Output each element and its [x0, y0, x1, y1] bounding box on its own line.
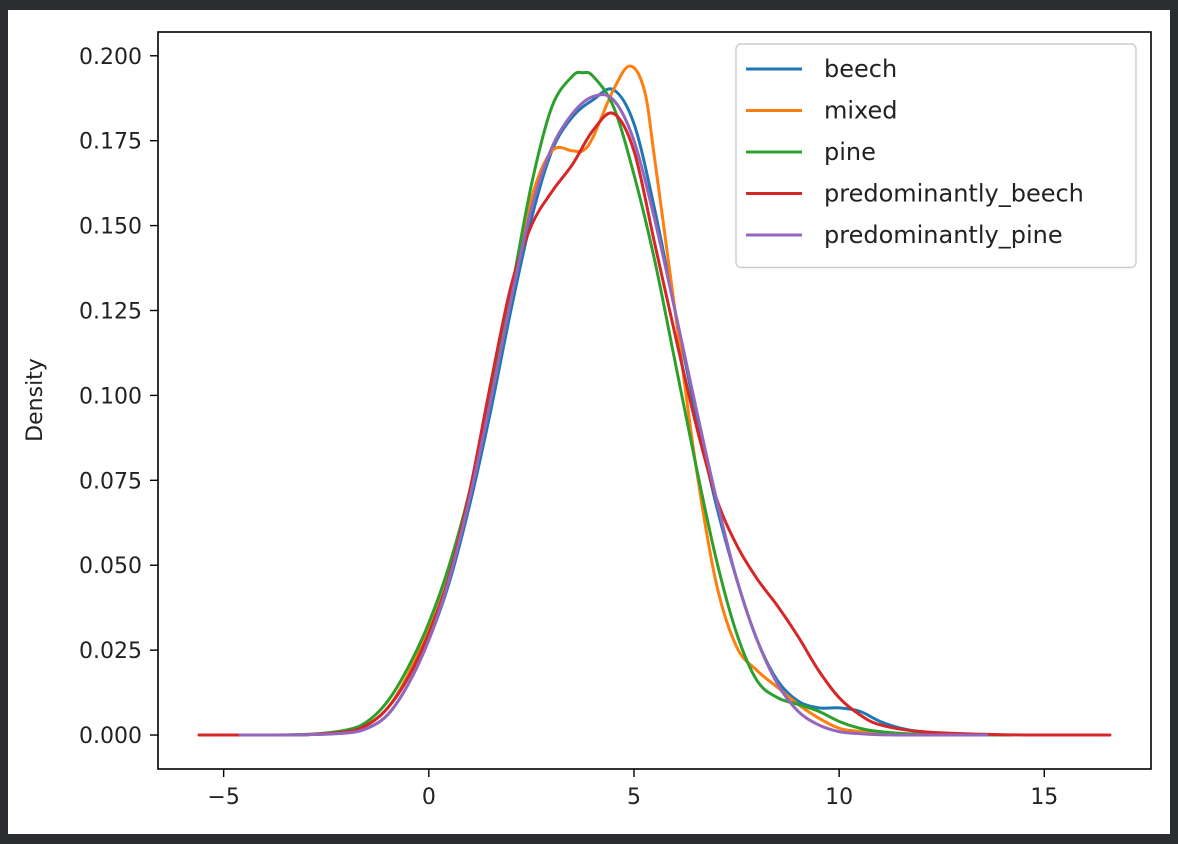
- x-tick-label: 15: [1030, 785, 1058, 810]
- x-tick-label: 10: [825, 785, 853, 810]
- y-tick-label: 0.100: [79, 384, 142, 409]
- x-tick-label: 5: [627, 785, 641, 810]
- y-axis-label: Density: [23, 358, 48, 442]
- y-tick-label: 0.025: [79, 639, 142, 664]
- legend-label: predominantly_beech: [824, 180, 1084, 208]
- series-line-predominantly-beech: [197, 111, 1112, 737]
- x-tick-label: 0: [422, 785, 436, 810]
- y-tick-label: 0.050: [79, 554, 142, 579]
- series-line-pine: [230, 70, 1013, 737]
- legend-label: mixed: [824, 97, 898, 125]
- legend-label: pine: [824, 138, 876, 166]
- y-tick-label: 0.200: [79, 45, 142, 70]
- y-tick-label: 0.000: [79, 724, 142, 749]
- axes-frame: [157, 31, 1152, 770]
- x-tick-label: −5: [207, 785, 239, 810]
- y-axis-ticks: 0.000 0.025 0.050 0.075 0.100 0.125 0.150 0.175…: [79, 45, 158, 749]
- legend-box: [735, 43, 1137, 269]
- y-tick-label: 0.075: [79, 469, 142, 494]
- series-line-mixed: [238, 64, 989, 737]
- kde-line-chart: −5 0 5 10 15 0.0000.0250.0500.0750.1000.1250…: [23, 31, 1152, 810]
- chart-canvas: −5 0 5 10 15 0.000 0.025 0.050 0.075 0.100 0.125 0…: [8, 10, 1170, 834]
- series-line-predominantly-pine: [238, 93, 989, 737]
- y-tick-label: 0.125: [79, 299, 142, 324]
- y-tick-label: 0.175: [79, 130, 142, 155]
- legend: beech mixed pine predominantly_beechpredomi…: [735, 43, 1137, 269]
- legend-label: predominantly_pine: [824, 221, 1063, 249]
- x-axis-ticks: −5 0 5 10 15: [207, 769, 1058, 810]
- y-tick-label: 0.150: [79, 215, 142, 240]
- legend-label: beech: [824, 55, 897, 83]
- series-layer: [197, 64, 1112, 737]
